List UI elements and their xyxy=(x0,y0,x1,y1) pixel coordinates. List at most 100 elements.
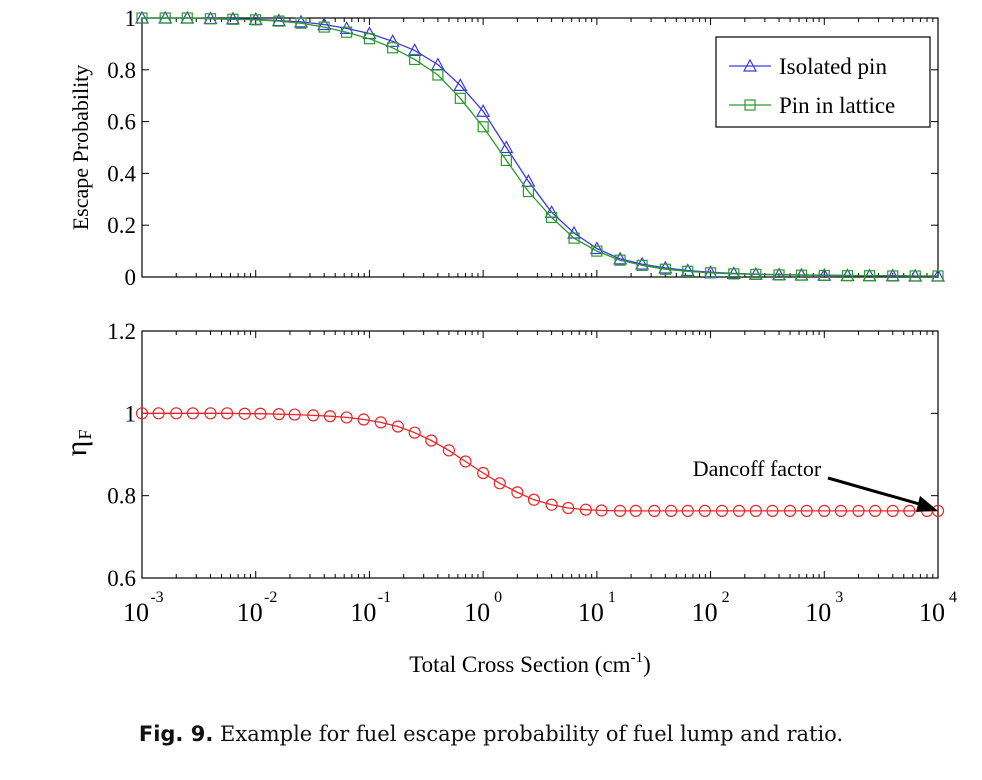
data-point-circle xyxy=(766,504,779,517)
data-point-circle xyxy=(732,504,746,517)
data-point-circle xyxy=(903,504,916,517)
data-point-circle xyxy=(442,444,456,457)
data-point-circle xyxy=(272,408,286,421)
data-point-triangle xyxy=(499,140,514,154)
data-point-circle xyxy=(749,504,762,517)
data-point-circle xyxy=(511,486,524,499)
x-tick-label: 10 xyxy=(237,598,263,627)
x-tick-label-exponent: 3 xyxy=(835,589,843,606)
annotation-label: Dancoff factor xyxy=(693,456,822,481)
x-tick-label-exponent: 2 xyxy=(722,589,730,606)
y-axis-label: η xyxy=(60,441,93,457)
data-point-circle xyxy=(579,503,592,516)
x-tick-label-exponent: 1 xyxy=(608,589,616,606)
data-point-circle xyxy=(852,504,865,517)
data-point-square xyxy=(750,268,762,281)
annotation-arrow-shaft xyxy=(827,476,927,508)
data-point-triangle xyxy=(680,263,695,277)
data-point-circle xyxy=(527,493,541,506)
data-point-circle xyxy=(545,498,558,511)
data-point-circle xyxy=(204,407,217,420)
data-point-square xyxy=(500,154,512,167)
data-point-triangle xyxy=(476,103,491,117)
data-point-circle xyxy=(562,501,575,515)
data-point-circle xyxy=(391,420,405,433)
data-point-circle xyxy=(186,407,199,420)
y-axis-label-subscript: F xyxy=(75,429,95,439)
x-axis-label: Total Cross Section (cm-1) xyxy=(409,650,651,677)
data-point-square xyxy=(863,270,876,282)
data-point-triangle xyxy=(293,14,308,28)
caption-label: Fig. 9. xyxy=(138,722,214,746)
data-point-square xyxy=(795,269,808,281)
y-tick-label: 0.8 xyxy=(107,58,136,83)
series-line-2 xyxy=(142,17,938,277)
data-point-circle xyxy=(698,504,711,517)
data-point-circle xyxy=(613,504,627,517)
data-point-circle xyxy=(408,426,421,439)
data-point-circle xyxy=(869,504,882,517)
data-point-circle xyxy=(477,466,490,480)
legend-box xyxy=(715,36,931,128)
x-tick-label: 10 xyxy=(692,598,718,627)
data-point-circle xyxy=(340,411,353,424)
data-point-square xyxy=(682,265,694,277)
data-point-square xyxy=(614,254,626,266)
data-point-triangle xyxy=(385,34,400,47)
data-point-square xyxy=(591,245,603,257)
data-point-circle xyxy=(220,407,234,420)
y-tick-label: 0.6 xyxy=(107,110,136,135)
data-point-triangle xyxy=(589,241,604,255)
legend-entry-label: Pin in lattice xyxy=(779,93,895,118)
data-point-square xyxy=(728,268,740,280)
data-point-circle xyxy=(681,504,694,517)
data-point-triangle xyxy=(658,260,673,274)
data-point-triangle xyxy=(407,43,422,56)
data-point-circle xyxy=(254,407,267,420)
annotation-arrow-head xyxy=(916,495,938,512)
y-tick-label: 1 xyxy=(125,401,137,426)
data-point-circle xyxy=(238,407,251,420)
x-axis-label-tail: ) xyxy=(643,652,651,677)
data-point-square xyxy=(454,92,466,104)
data-point-circle xyxy=(715,504,729,517)
data-point-circle xyxy=(357,413,370,426)
y-tick-label: 1.2 xyxy=(107,319,136,344)
data-point-square xyxy=(477,121,489,133)
data-point-square xyxy=(227,13,239,25)
data-point-triangle xyxy=(453,78,468,91)
x-tick-label-exponent: -2 xyxy=(264,589,277,606)
data-point-circle xyxy=(800,504,813,517)
data-point-square xyxy=(159,12,171,24)
data-point-triangle xyxy=(317,17,332,31)
plot-frame xyxy=(141,330,939,579)
data-point-square xyxy=(409,53,421,66)
data-point-square xyxy=(181,12,193,24)
x-tick-label-exponent: 4 xyxy=(949,589,957,606)
x-axis-label-main: Total Cross Section (cm xyxy=(409,652,630,677)
data-point-circle xyxy=(629,504,642,517)
data-point-square xyxy=(659,263,671,275)
data-point-circle xyxy=(135,407,149,420)
caption-text: Example for fuel escape probability of f… xyxy=(220,722,844,746)
data-point-triangle xyxy=(339,21,354,34)
series-line-1 xyxy=(142,412,938,512)
data-point-square xyxy=(568,232,580,244)
figure-caption: Fig. 9. Example for fuel escape probabil… xyxy=(0,722,982,746)
data-point-circle xyxy=(783,504,797,517)
figure-plots: 0 0.2 0.4 0.6 0.8 1 Escape Probability Isolated… xyxy=(60,6,957,677)
y-tick-label: 0 xyxy=(125,265,137,290)
data-point-circle xyxy=(886,504,899,517)
y-tick-label: 0.2 xyxy=(107,213,136,238)
data-point-square xyxy=(250,14,262,26)
data-point-circle xyxy=(323,410,337,423)
x-tick-label: 10 xyxy=(464,598,490,627)
legend-entry-label: Isolated pin xyxy=(779,54,887,79)
y-tick-label: 0.4 xyxy=(107,161,136,186)
data-point-circle xyxy=(595,504,608,517)
data-point-circle xyxy=(425,434,438,447)
legend-marker-triangle xyxy=(742,58,758,72)
data-point-square xyxy=(204,13,217,25)
y-tick-label: 0.6 xyxy=(107,566,136,591)
escape-probability-chart: 0 0.2 0.4 0.6 0.8 1 Escape Probability Isolated… xyxy=(68,6,946,290)
